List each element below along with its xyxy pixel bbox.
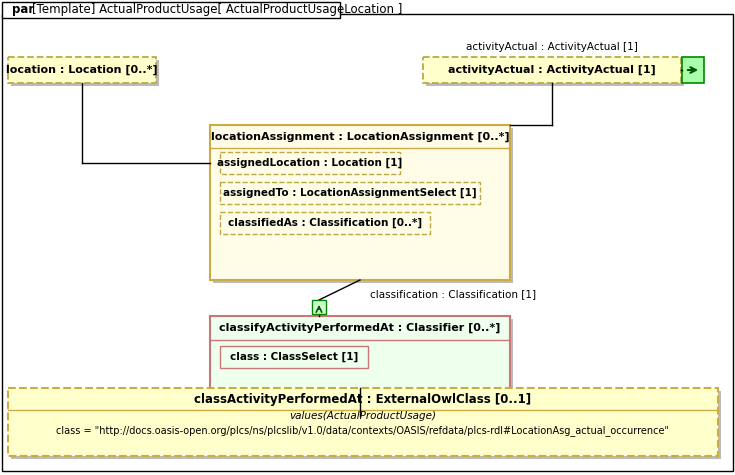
Bar: [423, 57, 681, 83]
Bar: [213, 128, 513, 283]
Text: location : Location [0..*]: location : Location [0..*]: [6, 65, 158, 75]
Bar: [220, 152, 400, 174]
Text: activityActual : ActivityActual [1]: activityActual : ActivityActual [1]: [448, 65, 656, 75]
Bar: [8, 57, 156, 83]
Text: par: par: [12, 3, 35, 17]
Bar: [682, 57, 704, 83]
Text: values(ActualProductUsage): values(ActualProductUsage): [290, 411, 437, 421]
Bar: [2, 2, 340, 18]
Text: activityActual : ActivityActual [1]: activityActual : ActivityActual [1]: [466, 42, 638, 52]
Bar: [312, 300, 326, 314]
Bar: [11, 60, 159, 86]
Bar: [210, 125, 510, 280]
Bar: [426, 60, 684, 86]
Bar: [220, 346, 368, 368]
Bar: [11, 391, 721, 459]
Text: assignedTo : LocationAssignmentSelect [1]: assignedTo : LocationAssignmentSelect [1…: [223, 188, 477, 198]
Bar: [220, 212, 430, 234]
Text: [Template] ActualProductUsage[ ActualProductUsageLocation ]: [Template] ActualProductUsage[ ActualPro…: [32, 3, 402, 17]
Text: assignedLocation : Location [1]: assignedLocation : Location [1]: [218, 158, 403, 168]
Text: locationAssignment : LocationAssignment [0..*]: locationAssignment : LocationAssignment …: [211, 132, 509, 142]
Text: classifyActivityPerformedAt : Classifier [0..*]: classifyActivityPerformedAt : Classifier…: [219, 323, 501, 333]
Text: classActivityPerformedAt : ExternalOwlClass [0..1]: classActivityPerformedAt : ExternalOwlCl…: [195, 392, 531, 406]
Bar: [213, 319, 513, 419]
Text: classification : Classification [1]: classification : Classification [1]: [370, 289, 536, 299]
Text: class : ClassSelect [1]: class : ClassSelect [1]: [230, 352, 358, 362]
Text: class = "http://docs.oasis-open.org/plcs/ns/plcslib/v1.0/data/contexts/OASIS/ref: class = "http://docs.oasis-open.org/plcs…: [57, 426, 670, 437]
Bar: [8, 388, 718, 456]
Bar: [210, 316, 510, 416]
Text: classifiedAs : Classification [0..*]: classifiedAs : Classification [0..*]: [228, 218, 422, 228]
Bar: [220, 182, 480, 204]
